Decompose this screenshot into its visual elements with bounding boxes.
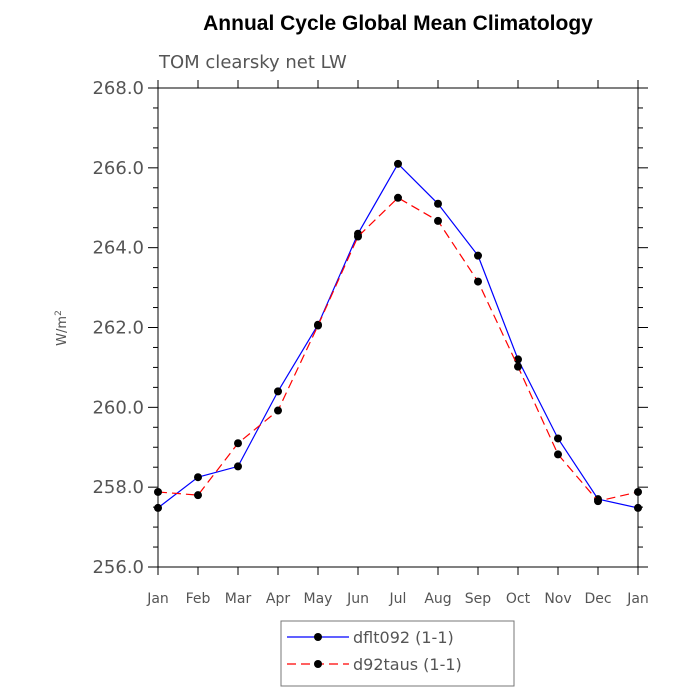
series-0-point bbox=[474, 251, 482, 260]
series-layer bbox=[154, 159, 642, 512]
x-axis-ticks: Jan Feb Mar Apr May Jun Jul Aug Sep Oct Nov Dec Jan bbox=[146, 80, 649, 607]
x-tick-label: Jun bbox=[346, 591, 369, 607]
y-tick-label: 262.0 bbox=[92, 318, 144, 339]
legend-swatch-marker bbox=[314, 660, 322, 668]
x-tick-label: Aug bbox=[424, 591, 451, 607]
y-axis-label-superscript: 2 bbox=[54, 310, 64, 316]
chart-title: Annual Cycle Global Mean Climatology bbox=[203, 12, 593, 35]
x-tick-label: Apr bbox=[266, 591, 290, 607]
legend-items: dflt092 (1-1) d92taus (1-1) bbox=[287, 628, 462, 674]
y-tick-label: 266.0 bbox=[92, 158, 144, 179]
x-tick-label: Jan bbox=[146, 591, 169, 607]
series-1-point bbox=[194, 491, 202, 500]
series-0-point bbox=[274, 387, 282, 396]
series-0-point bbox=[194, 473, 202, 482]
x-tick-label: Jul bbox=[389, 591, 407, 607]
x-tick-label: Mar bbox=[225, 591, 252, 607]
series-0-point bbox=[514, 355, 522, 364]
legend-swatch-marker bbox=[314, 633, 322, 641]
series-1-point bbox=[314, 321, 322, 330]
series-1-point bbox=[634, 487, 642, 496]
series-1-point bbox=[514, 362, 522, 371]
x-tick-label: Oct bbox=[506, 591, 531, 607]
x-tick-label: Jan bbox=[626, 591, 649, 607]
series-1-point bbox=[474, 277, 482, 286]
series-0-point bbox=[434, 199, 442, 208]
series-0-point bbox=[634, 503, 642, 512]
series-0-point bbox=[234, 462, 242, 471]
y-tick-label: 256.0 bbox=[92, 557, 144, 578]
y-tick-label: 258.0 bbox=[92, 477, 144, 498]
series-0-point bbox=[554, 434, 562, 443]
series-1-point bbox=[154, 487, 162, 496]
chart-subtitle: TOM clearsky net LW bbox=[158, 52, 347, 73]
y-axis-label-main: W/m bbox=[55, 316, 70, 346]
series-line-1 bbox=[157, 197, 639, 502]
legend-label: dflt092 (1-1) bbox=[353, 628, 454, 647]
series-1-point bbox=[594, 497, 602, 506]
y-tick-label: 260.0 bbox=[92, 397, 144, 418]
series-0-point bbox=[394, 159, 402, 168]
legend-box bbox=[280, 620, 515, 687]
series-1-point bbox=[274, 406, 282, 415]
x-tick-label: May bbox=[304, 591, 333, 607]
x-tick-label: Feb bbox=[186, 591, 211, 607]
legend-label: d92taus (1-1) bbox=[353, 655, 462, 674]
series-0-point bbox=[154, 503, 162, 512]
svg-text:W/m2: W/m2 bbox=[54, 310, 70, 346]
series-1-point bbox=[354, 232, 362, 241]
x-tick-label: Nov bbox=[544, 591, 571, 607]
legend: dflt092 (1-1) d92taus (1-1) bbox=[280, 620, 515, 687]
y-tick-label: 268.0 bbox=[92, 78, 144, 99]
y-axis-ticks: 256.0 258.0 260.0 262.0 264.0 266.0 268.0 bbox=[92, 78, 648, 578]
series-line-0 bbox=[157, 162, 639, 509]
series-1-point bbox=[234, 439, 242, 448]
y-axis-label: W/m2 bbox=[54, 310, 70, 346]
y-tick-label: 264.0 bbox=[92, 238, 144, 259]
x-tick-label: Sep bbox=[465, 591, 492, 607]
x-tick-label: Dec bbox=[584, 591, 611, 607]
series-1-point bbox=[394, 193, 402, 202]
series-1-point bbox=[554, 450, 562, 459]
series-1-point bbox=[434, 216, 442, 225]
